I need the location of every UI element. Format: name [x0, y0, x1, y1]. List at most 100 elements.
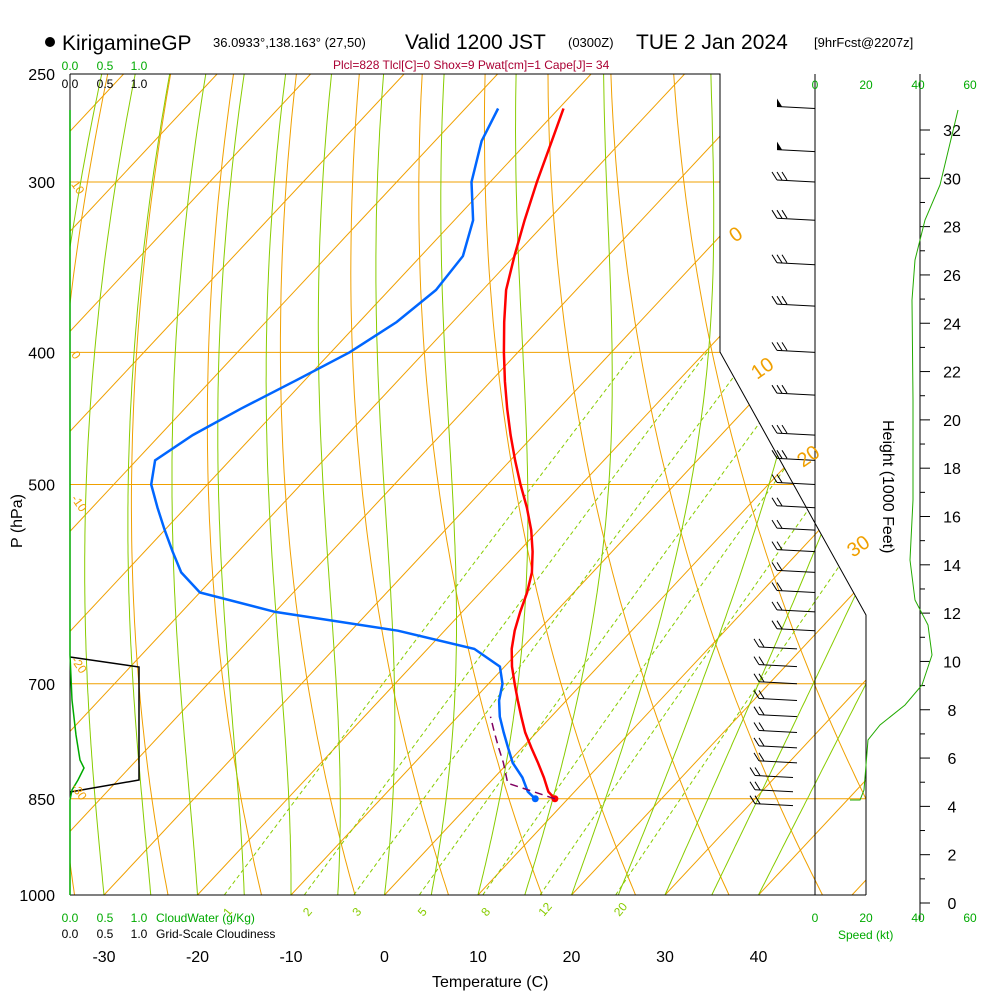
temperature-tick-label: 0 — [380, 949, 389, 966]
wind-barb-feather — [776, 384, 783, 394]
speed-top-tick: 40 — [911, 78, 925, 92]
wind-barb-feather — [771, 497, 778, 506]
isotherm-line — [70, 74, 218, 895]
wind-barb-shaft — [776, 628, 816, 632]
isotherm-line — [70, 74, 498, 895]
wind-barb-shaft — [776, 609, 816, 613]
wind-barb-feather — [776, 562, 783, 571]
wind-barb-feather — [758, 737, 765, 747]
wind-barb-feather — [753, 722, 760, 731]
dry-adiabat-line — [418, 74, 543, 895]
mixing-ratio-line — [353, 352, 753, 895]
speed-bottom-tick: 40 — [911, 911, 925, 925]
dry-adiabat-line — [279, 74, 356, 895]
mixing-ratio-label: 5 — [415, 905, 430, 919]
height-tick-label: 26 — [943, 268, 961, 285]
wind-barb-feather — [776, 450, 783, 459]
pressure-tick-label: 1000 — [19, 888, 55, 905]
cloud-water-top-tick: 0.0 — [62, 59, 79, 73]
height-axis-title: Height (1000 Feet) — [879, 420, 896, 553]
wind-barb-feather — [781, 171, 788, 181]
wind-barb-shaft — [758, 760, 798, 764]
profile-lines — [149, 107, 565, 803]
moist-adiabat-line — [571, 74, 715, 895]
wind-barb-feather — [771, 620, 778, 629]
wind-barb-shaft — [776, 217, 816, 221]
wind-barb-feather — [771, 582, 778, 591]
isotherm-line — [70, 74, 311, 895]
dry-adiabat-line — [610, 74, 823, 895]
pressure-tick-label: 300 — [28, 175, 55, 192]
cloudiness-title: Grid-Scale Cloudiness — [156, 927, 275, 941]
wind-barb-feather — [749, 767, 756, 776]
wind-barbs — [749, 98, 816, 807]
dry-adiabat-line — [547, 74, 730, 895]
isotherm-line — [571, 74, 866, 895]
station-name: KirigamineGP — [62, 32, 192, 55]
wind-barb-feather — [776, 171, 783, 181]
height-tick-label: 16 — [943, 510, 961, 527]
wind-barb-shaft — [776, 482, 816, 485]
speed-bottom-tick: 60 — [963, 911, 977, 925]
wind-barb-shaft — [758, 745, 798, 749]
height-tick-label: 4 — [948, 799, 957, 816]
wind-barb-feather — [758, 673, 765, 683]
y-axis-title: P (hPa) — [9, 494, 26, 548]
height-tick-label: 12 — [943, 606, 961, 623]
wind-barb-feather — [776, 497, 783, 506]
cloud-water-title: CloudWater (g/Kg) — [156, 911, 255, 925]
pressure-tick-label: 250 — [28, 67, 55, 84]
station-marker-icon — [45, 37, 55, 47]
wind-speed-profile — [850, 109, 959, 801]
station-coords: 36.0933°,138.163° (27,50) — [213, 35, 366, 50]
cloud-water-bottom-tick: 0.0 — [62, 911, 79, 925]
wind-barb-pennant — [777, 141, 782, 150]
temperature-line — [502, 108, 565, 800]
moist-adiabat-line — [711, 74, 866, 895]
wind-barb-feather — [749, 795, 756, 804]
wind-barb-feather — [771, 384, 778, 394]
height-tick-label: 14 — [943, 558, 961, 575]
cloudiness-bottom-tick: 0.5 — [97, 927, 114, 941]
cloudiness-bottom-tick: 0.0 — [62, 927, 79, 941]
wind-barb-feather — [776, 620, 783, 629]
wind-barb-feather — [776, 254, 783, 264]
wind-barb-feather — [758, 638, 765, 648]
height-tick-label: 32 — [943, 123, 961, 140]
wind-barb-shaft — [776, 505, 816, 509]
wind-barb-shaft — [776, 106, 816, 110]
dry-adiabat-line — [988, 74, 1000, 895]
wind-barb-pennant — [777, 98, 782, 107]
wind-barb-feather — [776, 582, 783, 591]
wind-barb-feather — [771, 424, 778, 434]
moist-adiabat-line — [265, 74, 292, 895]
mixing-ratio-label: 20 — [611, 899, 631, 918]
mixing-ratio-label: 8 — [478, 905, 493, 919]
cloud-panel — [69, 110, 140, 895]
moist-adiabat-line — [524, 74, 613, 895]
wind-barb-feather — [753, 737, 760, 747]
height-tick-label: 20 — [943, 413, 961, 430]
height-tick-label: 24 — [943, 316, 961, 333]
moist-adiabat-line — [375, 74, 396, 895]
isotherm-line — [70, 74, 405, 895]
wind-barb-shaft — [776, 549, 816, 553]
moist-adiabat-line — [127, 74, 171, 895]
height-tick-label: 30 — [943, 171, 961, 188]
height-tick-label: 22 — [943, 365, 961, 382]
cloud-water-bottom-tick: 0.5 — [97, 911, 114, 925]
wind-barb-shaft — [776, 179, 816, 183]
moist-adiabat-line — [317, 74, 341, 895]
dry-adiabat-line — [925, 74, 1000, 895]
height-tick-label: 18 — [943, 461, 961, 478]
isotherm-line — [664, 74, 866, 895]
wind-barb-feather — [781, 254, 788, 264]
parcel-line — [489, 716, 556, 800]
dry-adiabat-line — [350, 74, 449, 895]
dry-adiabat-line — [206, 74, 262, 895]
isotherm-line — [70, 74, 592, 895]
wind-barb-shaft — [758, 681, 798, 685]
temperature-tick-label: 40 — [750, 949, 768, 966]
